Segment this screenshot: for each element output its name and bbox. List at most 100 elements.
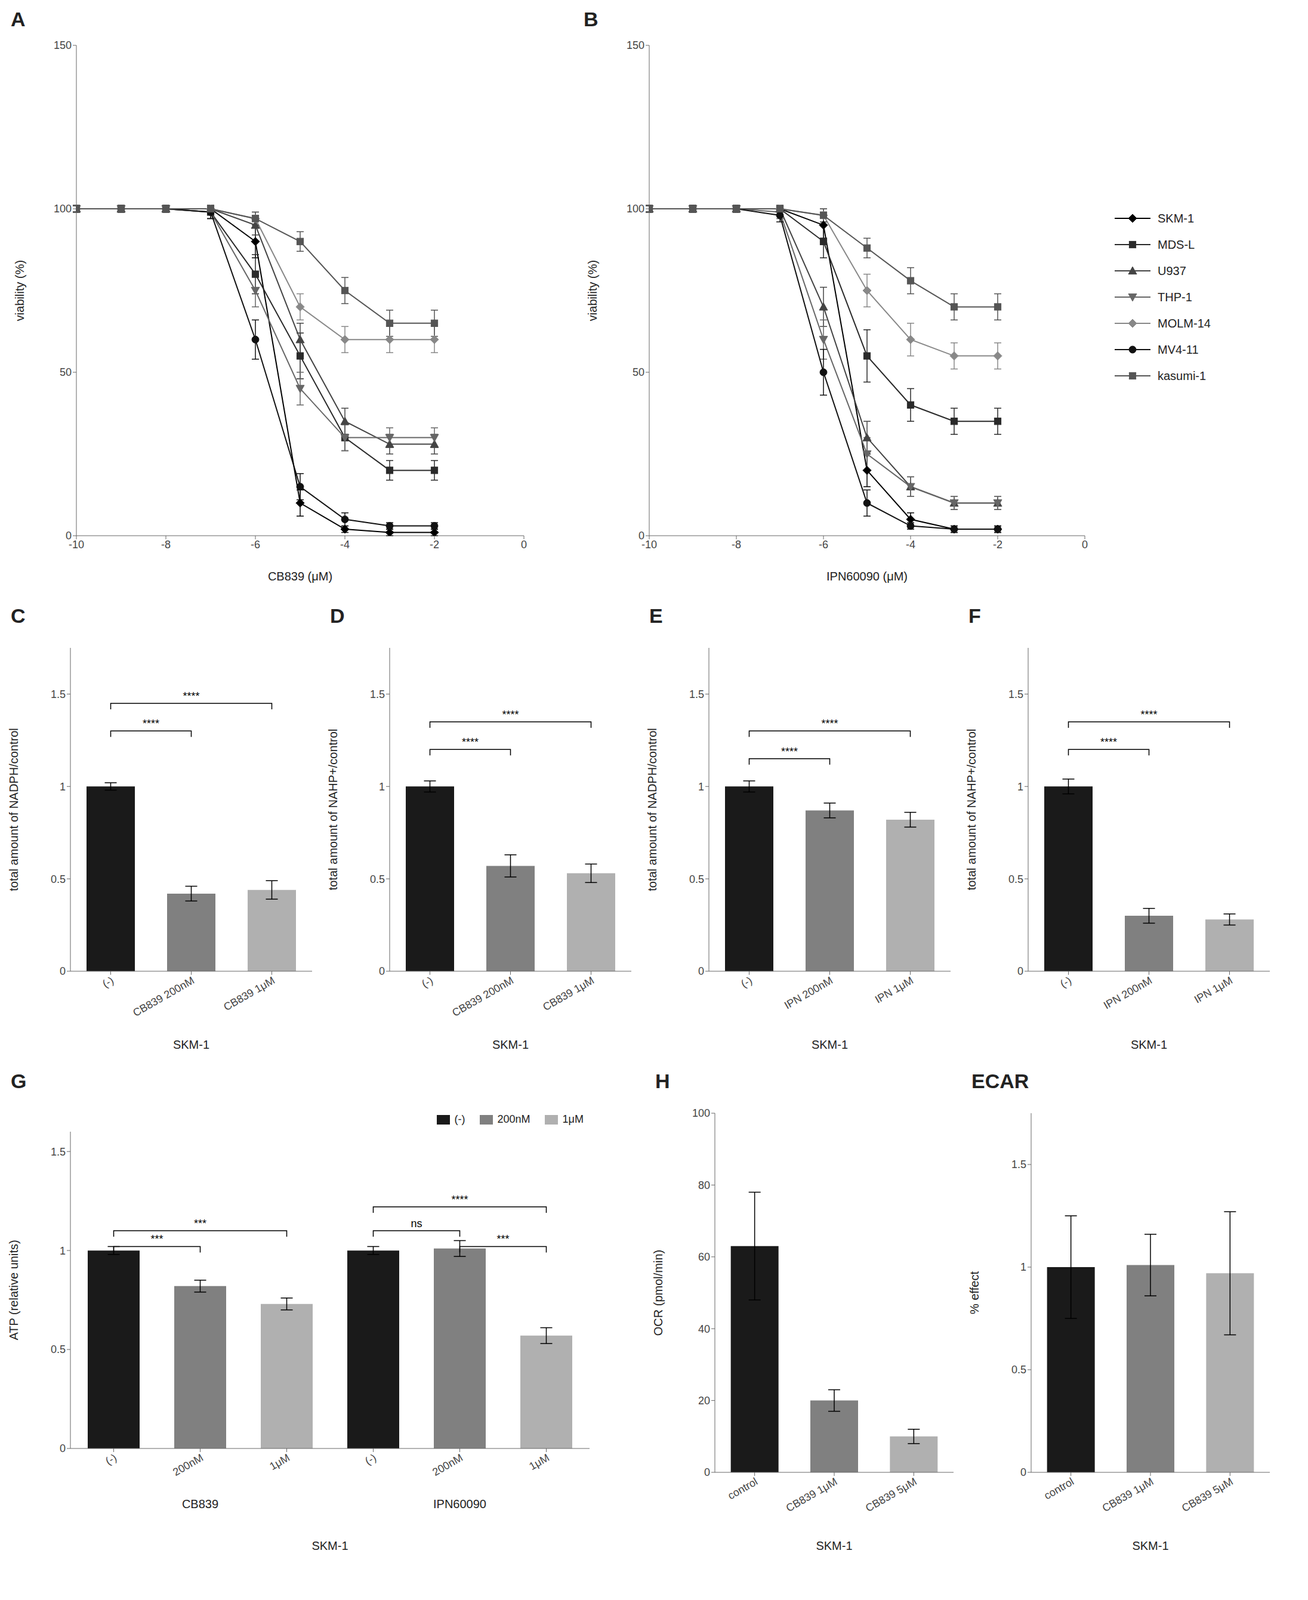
- svg-text:0: 0: [65, 529, 72, 542]
- svg-text:IPN 200nM: IPN 200nM: [782, 974, 835, 1012]
- svg-text:0.5: 0.5: [369, 873, 385, 886]
- svg-text:0.5: 0.5: [1011, 1364, 1027, 1377]
- svg-text:1: 1: [1017, 781, 1024, 794]
- svg-text:control: control: [725, 1475, 760, 1502]
- svg-text:(-): (-): [100, 974, 116, 990]
- svg-text:(-): (-): [103, 1451, 119, 1468]
- svg-text:IPN60090: IPN60090: [433, 1497, 487, 1511]
- svg-text:****: ****: [461, 736, 479, 749]
- svg-text:total amount of NAHP+/control: total amount of NAHP+/control: [964, 729, 979, 891]
- svg-text:IPN 1μM: IPN 1μM: [872, 974, 916, 1007]
- svg-text:SKM-1: SKM-1: [1131, 1539, 1169, 1553]
- svg-text:0: 0: [59, 1442, 66, 1455]
- svg-text:CB839 200nM: CB839 200nM: [449, 974, 516, 1020]
- svg-text:50: 50: [59, 366, 72, 379]
- svg-text:CB839 5μM: CB839 5μM: [1179, 1475, 1236, 1515]
- svg-text:100: 100: [692, 1107, 711, 1120]
- svg-text:****: ****: [142, 717, 160, 730]
- svg-text:100: 100: [53, 202, 72, 215]
- svg-text:1.5: 1.5: [1011, 1158, 1027, 1171]
- svg-text:-4: -4: [340, 538, 350, 551]
- svg-text:1: 1: [59, 781, 66, 794]
- svg-text:150: 150: [53, 39, 72, 52]
- svg-text:1: 1: [378, 781, 385, 794]
- svg-text:SKM-1: SKM-1: [311, 1539, 348, 1553]
- svg-text:SKM-1: SKM-1: [815, 1539, 853, 1553]
- svg-text:****: ****: [821, 717, 838, 730]
- svg-text:1.5: 1.5: [50, 688, 66, 701]
- svg-text:-8: -8: [731, 538, 742, 551]
- svg-text:CB839: CB839: [181, 1497, 219, 1511]
- svg-text:100: 100: [626, 202, 645, 215]
- svg-text:total amount of NAHP+/control: total amount of NAHP+/control: [326, 729, 340, 891]
- svg-text:CB839 (μM): CB839 (μM): [267, 569, 333, 583]
- svg-text:1.5: 1.5: [1008, 688, 1024, 701]
- svg-text:50: 50: [632, 366, 645, 379]
- svg-text:****: ****: [781, 745, 798, 758]
- svg-text:****: ****: [1140, 708, 1158, 721]
- svg-text:****: ****: [451, 1194, 468, 1206]
- svg-text:20: 20: [698, 1395, 711, 1408]
- svg-text:1μM: 1μM: [267, 1451, 292, 1473]
- svg-text:1μM: 1μM: [526, 1451, 552, 1473]
- svg-text:0.5: 0.5: [689, 873, 705, 886]
- svg-text:60: 60: [698, 1251, 711, 1264]
- svg-text:CB839 1μM: CB839 1μM: [784, 1475, 840, 1515]
- svg-text:1.5: 1.5: [689, 688, 705, 701]
- svg-text:control: control: [1041, 1475, 1076, 1502]
- svg-text:0: 0: [638, 529, 645, 542]
- svg-text:ATP (relative units): ATP (relative units): [7, 1239, 21, 1341]
- svg-text:(-): (-): [419, 974, 436, 990]
- svg-text:ns: ns: [410, 1217, 422, 1230]
- svg-text:****: ****: [182, 690, 200, 703]
- svg-text:IPN 1μM: IPN 1μM: [1192, 974, 1235, 1007]
- svg-text:1: 1: [59, 1245, 66, 1258]
- svg-text:0: 0: [1017, 965, 1024, 978]
- svg-text:0.5: 0.5: [1008, 873, 1024, 886]
- svg-text:80: 80: [698, 1179, 711, 1192]
- svg-text:1: 1: [698, 781, 705, 794]
- svg-text:0: 0: [698, 965, 705, 978]
- svg-text:total amount of NADPH/control: total amount of NADPH/control: [645, 727, 659, 891]
- svg-text:CB839 5μM: CB839 5μM: [863, 1475, 919, 1515]
- svg-text:****: ****: [1100, 736, 1118, 749]
- svg-text:viability (%): viability (%): [585, 260, 600, 322]
- svg-text:-8: -8: [161, 538, 171, 551]
- svg-text:SKM-1: SKM-1: [173, 1038, 210, 1052]
- svg-text:viability (%): viability (%): [13, 260, 27, 322]
- svg-text:200nM: 200nM: [170, 1451, 206, 1479]
- svg-text:0: 0: [1020, 1466, 1027, 1479]
- svg-text:(-): (-): [362, 1451, 379, 1468]
- svg-text:CB839 1μM: CB839 1μM: [221, 974, 277, 1014]
- svg-text:0: 0: [520, 538, 527, 551]
- svg-text:-2: -2: [429, 538, 440, 551]
- svg-text:0: 0: [378, 965, 385, 978]
- svg-text:IPN 200nM: IPN 200nM: [1101, 974, 1155, 1012]
- svg-text:1.5: 1.5: [369, 688, 385, 701]
- svg-text:1.5: 1.5: [50, 1146, 66, 1159]
- svg-text:% effect: % effect: [967, 1271, 981, 1315]
- svg-text:CB839 1μM: CB839 1μM: [1100, 1475, 1156, 1515]
- svg-text:***: ***: [150, 1233, 163, 1246]
- svg-text:***: ***: [496, 1233, 509, 1246]
- svg-text:(-): (-): [1057, 974, 1074, 990]
- svg-text:-2: -2: [992, 538, 1003, 551]
- svg-text:CB839 1μM: CB839 1μM: [540, 974, 597, 1014]
- svg-text:-4: -4: [905, 538, 916, 551]
- svg-text:SKM-1: SKM-1: [811, 1038, 848, 1052]
- svg-text:1: 1: [1020, 1261, 1027, 1274]
- svg-text:IPN60090 (μM): IPN60090 (μM): [826, 569, 908, 583]
- svg-text:0: 0: [1081, 538, 1088, 551]
- svg-text:0.5: 0.5: [50, 1343, 66, 1356]
- svg-text:-6: -6: [250, 538, 261, 551]
- svg-text:total amount of NADPH/control: total amount of NADPH/control: [7, 727, 21, 891]
- svg-text:****: ****: [501, 708, 519, 721]
- svg-text:0: 0: [704, 1466, 711, 1479]
- svg-text:SKM-1: SKM-1: [492, 1038, 529, 1052]
- svg-text:150: 150: [626, 39, 645, 52]
- svg-text:SKM-1: SKM-1: [1130, 1038, 1168, 1052]
- svg-text:200nM: 200nM: [430, 1451, 465, 1479]
- svg-text:(-): (-): [738, 974, 755, 990]
- svg-text:***: ***: [193, 1217, 207, 1230]
- svg-text:CB839 200nM: CB839 200nM: [130, 974, 197, 1020]
